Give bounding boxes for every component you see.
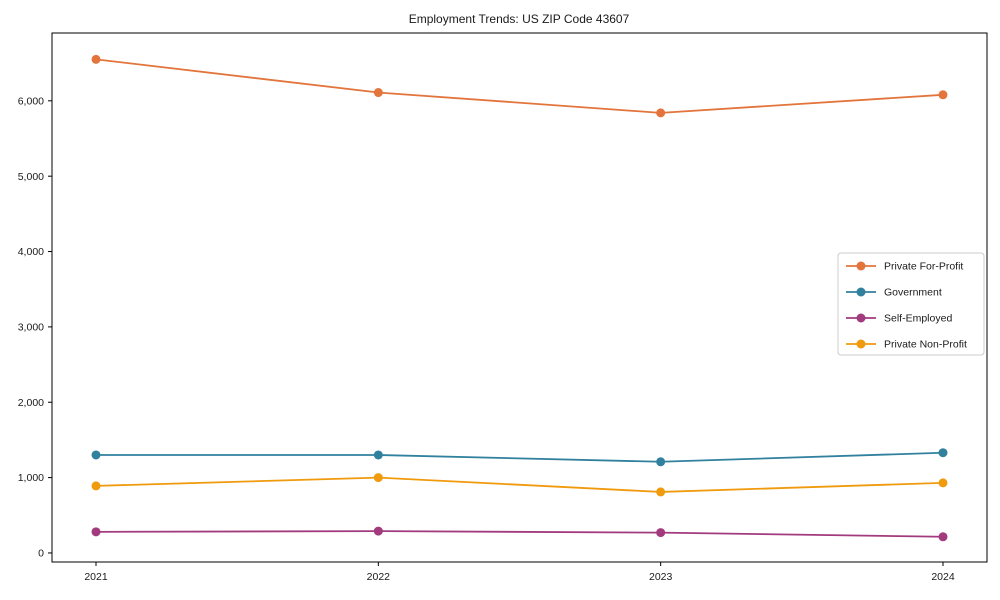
legend-marker-icon [856,339,866,349]
plot-area-border [51,32,988,563]
chart-title: Employment Trends: US ZIP Code 43607 [409,12,630,26]
data-point [938,448,948,458]
x-tick-label: 2023 [649,571,673,583]
data-point [91,450,101,460]
series-private-for-profit [91,54,948,118]
series-private-non-profit [91,473,948,497]
legend-label: Private Non-Profit [884,339,967,351]
legend-label: Private For-Profit [884,261,963,273]
data-point [656,457,666,467]
legend-item: Private For-Profit [846,261,963,273]
series-line [96,451,944,463]
x-tick-label: 2021 [84,571,108,583]
legend-box [837,252,985,356]
data-point [91,527,101,537]
y-tick-label: 4,000 [18,246,44,258]
x-tick-label: 2024 [931,571,955,583]
series-line [95,530,944,538]
y-tick-label: 5,000 [18,171,44,183]
series-line [95,476,944,493]
y-tick-label: 6,000 [18,95,44,107]
y-tick-label: 0 [38,548,44,560]
data-point [938,532,948,542]
data-point [373,473,383,483]
y-tick-label: 3,000 [18,321,44,333]
x-tick-label: 2022 [367,571,391,583]
legend-marker-icon [856,313,866,323]
data-point [938,90,948,100]
y-axis: 0 1,000 2,000 3,000 4,000 5,000 6,000 [18,95,52,560]
legend-item: Private Non-Profit [846,339,967,351]
x-axis: 2021 2022 2023 2024 [84,562,955,583]
series-government [91,448,948,467]
legend-item: Self-Employed [846,313,952,325]
series-line [95,58,944,114]
data-point [91,481,101,491]
legend-marker-icon [856,261,866,271]
data-point [656,487,666,497]
legend-item: Government [846,287,942,299]
data-point [91,54,101,64]
legend-label: Government [884,287,942,299]
y-tick-label: 2,000 [18,397,44,409]
data-point [373,526,383,536]
y-tick-label: 1,000 [18,472,44,484]
data-point [373,88,383,98]
legend-label: Self-Employed [884,313,952,325]
data-series [91,54,948,542]
data-point [656,528,666,538]
series-self-employed [91,526,948,542]
data-point [656,108,666,118]
data-point [373,450,383,460]
legend: Private For-Profit Government Self-Employe… [837,252,985,356]
legend-marker-icon [856,287,866,297]
data-point [938,478,948,488]
